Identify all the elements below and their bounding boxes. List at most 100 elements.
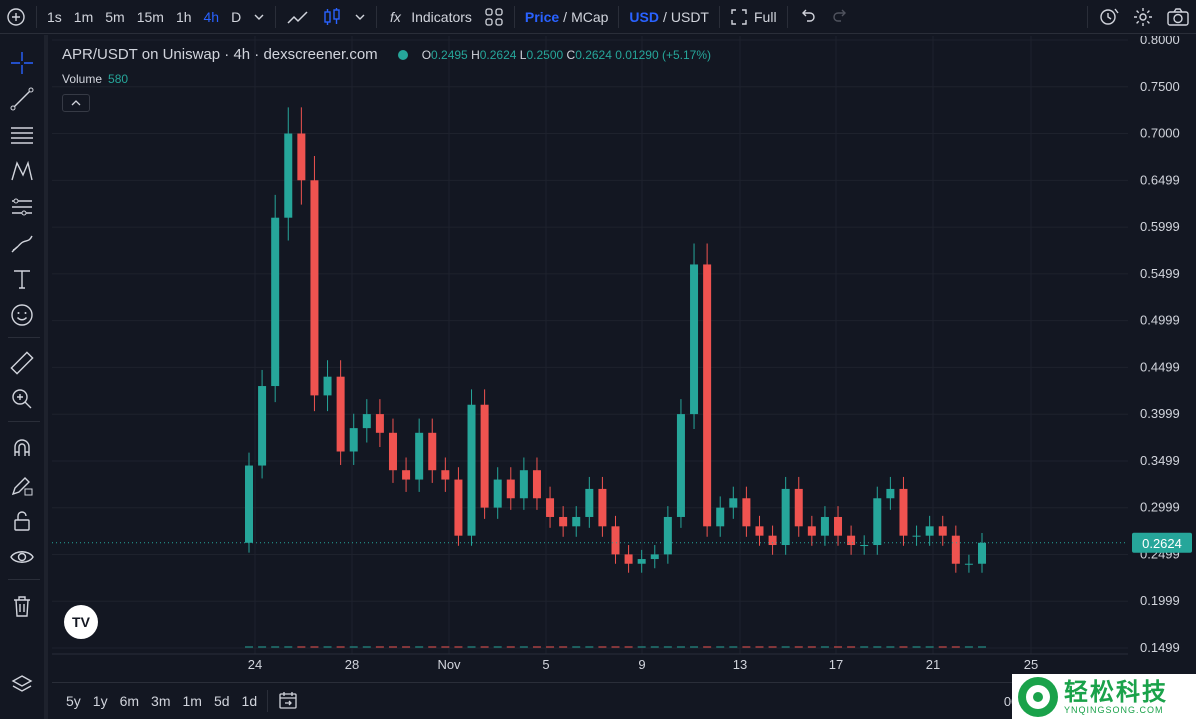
candle-chart-button[interactable] xyxy=(316,0,348,34)
redo-button[interactable] xyxy=(824,0,856,34)
mcap-option[interactable]: MCap xyxy=(571,8,609,25)
add-symbol-button[interactable] xyxy=(0,0,32,34)
candle-body xyxy=(585,488,594,517)
candle-body xyxy=(899,488,908,536)
volume-bar xyxy=(611,646,620,648)
remove-drawings-tool[interactable] xyxy=(8,592,36,620)
volume-bar xyxy=(755,646,764,648)
watermark-cn: 轻松科技 xyxy=(1064,677,1168,706)
fullscreen-button[interactable]: Full xyxy=(724,0,783,34)
candles-icon xyxy=(324,7,340,25)
price-mcap-toggle[interactable]: Price / MCap xyxy=(519,0,615,34)
undo-button[interactable] xyxy=(792,0,824,34)
currency-toggle[interactable]: USD / USDT xyxy=(623,0,715,34)
toolbar-divider xyxy=(719,5,720,28)
chart-area[interactable]: 0.8000 0.7500 0.7000 0.6499 0.5999 0.5499 0.49… xyxy=(52,32,1196,682)
open-value: 0.2495 xyxy=(431,47,468,62)
range-5d[interactable]: 5d xyxy=(213,693,230,709)
interval-d[interactable]: D xyxy=(231,8,242,25)
fib-tool[interactable] xyxy=(8,121,36,149)
full-label: Full xyxy=(754,8,777,25)
candle-body xyxy=(402,470,411,480)
candle-body xyxy=(650,554,659,560)
candle-body xyxy=(964,563,973,565)
volume-bar xyxy=(362,646,371,648)
watermark: 轻松科技 YNQINGSONG.COM xyxy=(1012,674,1196,719)
volume-bar xyxy=(506,646,515,648)
lock-drawing-tool[interactable] xyxy=(8,471,36,499)
interval-15m[interactable]: 15m xyxy=(136,8,164,25)
emoji-tool[interactable] xyxy=(8,301,36,329)
volume-bar xyxy=(781,646,790,648)
candle-body xyxy=(467,404,476,536)
toolbar-divider xyxy=(8,421,40,422)
function-icon: fx xyxy=(390,9,402,25)
usd-option[interactable]: USD xyxy=(629,8,659,25)
volume-bar xyxy=(886,646,895,648)
snapshot-button[interactable] xyxy=(1160,0,1196,34)
range-1y[interactable]: 1y xyxy=(92,693,108,709)
pattern-tool[interactable] xyxy=(8,157,36,185)
y-tick-label: 0.7000 xyxy=(1140,126,1180,141)
indicators-button[interactable]: fx Indicators xyxy=(381,0,478,34)
interval-1s[interactable]: 1s xyxy=(47,8,62,25)
range-1d[interactable]: 1d xyxy=(241,693,258,709)
text-tool[interactable] xyxy=(8,265,36,293)
candle-body xyxy=(559,516,568,527)
volume-bar xyxy=(402,646,411,648)
interval-5m[interactable]: 5m xyxy=(105,8,125,25)
volume-bar xyxy=(716,646,725,648)
interval-4h[interactable]: 4h xyxy=(203,8,220,25)
candle-body xyxy=(925,526,934,536)
usdt-option[interactable]: USDT xyxy=(670,8,709,25)
volume-bar xyxy=(768,646,777,648)
chevron-up-icon xyxy=(71,100,81,106)
candle-body xyxy=(637,559,646,564)
trendline-tool[interactable] xyxy=(8,85,36,113)
volume-bar xyxy=(807,646,816,648)
volume-bar xyxy=(336,646,345,648)
layouts-button[interactable] xyxy=(478,0,510,34)
magnet-tool[interactable] xyxy=(8,435,36,463)
ruler-icon xyxy=(10,351,34,375)
interval-1m[interactable]: 1m xyxy=(73,8,94,25)
lightning-clock-icon xyxy=(1100,8,1119,25)
brush-tool[interactable] xyxy=(8,229,36,257)
quick-search-button[interactable] xyxy=(1092,0,1126,34)
volume-bar xyxy=(467,646,476,648)
grid-icon xyxy=(485,7,503,26)
lock-all-tool[interactable] xyxy=(8,507,36,535)
line-chart-button[interactable] xyxy=(280,0,316,34)
zoom-tool[interactable] xyxy=(8,385,36,413)
object-tree-button[interactable] xyxy=(8,671,36,699)
symbol-title: APR/USDT on Uniswap · 4h · dexscreener.c… xyxy=(62,46,378,63)
gear-icon xyxy=(1134,7,1152,26)
range-6m[interactable]: 6m xyxy=(119,693,140,709)
measure-tool[interactable] xyxy=(8,349,36,377)
goto-date-button[interactable] xyxy=(272,690,304,713)
volume-bar xyxy=(284,646,293,648)
tradingview-logo[interactable]: TV xyxy=(64,605,98,639)
candle-body xyxy=(546,498,555,517)
layers-icon xyxy=(11,675,33,692)
range-5y[interactable]: 5y xyxy=(66,693,81,709)
x-tick-label: 9 xyxy=(638,657,645,672)
price-option[interactable]: Price xyxy=(524,8,560,25)
range-1m[interactable]: 1m xyxy=(182,693,202,709)
trendline-icon xyxy=(10,87,34,111)
volume-bar xyxy=(925,646,934,648)
chart-type-dropdown[interactable] xyxy=(348,0,372,34)
interval-1h[interactable]: 1h xyxy=(175,8,192,25)
price-chart[interactable]: 0.8000 0.7500 0.7000 0.6499 0.5999 0.5499 0.49… xyxy=(52,32,1196,682)
hide-drawings-tool[interactable] xyxy=(8,543,36,571)
prediction-tool[interactable] xyxy=(8,193,36,221)
volume-bar xyxy=(729,646,738,648)
candle-body xyxy=(938,526,947,536)
settings-button[interactable] xyxy=(1126,0,1160,34)
collapse-legend-button[interactable] xyxy=(62,94,90,112)
range-3m[interactable]: 3m xyxy=(151,693,171,709)
crosshair-tool[interactable] xyxy=(8,49,36,77)
interval-dropdown[interactable] xyxy=(247,0,271,34)
toolbar-divider xyxy=(786,5,788,28)
volume-bar xyxy=(349,646,358,648)
